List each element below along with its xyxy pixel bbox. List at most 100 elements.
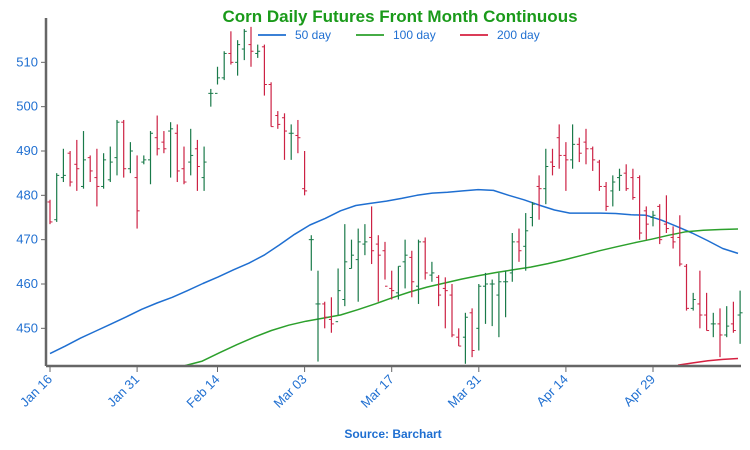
ohlc-bar	[114, 119, 120, 176]
ohlc-bar	[543, 148, 549, 205]
ohlc-bar	[81, 131, 86, 189]
ohlc-bar	[94, 148, 100, 207]
ohlc-bar	[248, 26, 254, 67]
ohlc-bar	[657, 204, 663, 245]
ohlc-bar	[302, 150, 308, 196]
ohlc-bar	[509, 233, 515, 282]
ohlc-bar	[335, 268, 341, 323]
ohlc-bar	[362, 224, 368, 256]
ohlc-bar	[603, 182, 609, 211]
x-tick-label: Mar 03	[270, 372, 309, 411]
ohlc-bar	[349, 239, 354, 269]
ohlc-bar	[684, 264, 689, 311]
ohlc-bar	[456, 328, 462, 347]
ohlc-bar	[677, 215, 683, 267]
ohlc-bar	[623, 164, 629, 191]
ohlc-bar	[436, 275, 442, 307]
axes	[44, 18, 741, 368]
ohlc-bar	[221, 51, 227, 81]
y-tick-label: 450	[16, 320, 38, 335]
y-tick-label: 500	[16, 99, 38, 114]
legend: 50 day 100 day 200 day	[258, 28, 540, 42]
ohlc-bar	[496, 272, 502, 338]
ohlc-bar	[60, 148, 66, 183]
ohlc-bar	[369, 206, 375, 265]
ohlc-bar	[476, 283, 482, 351]
ohlc-bar	[67, 150, 73, 187]
ohlc-bar	[54, 173, 60, 222]
legend-label: 50 day	[295, 28, 331, 42]
ohlc-bar	[328, 297, 334, 333]
ohlc-bar	[550, 148, 555, 176]
ohlc-bar	[590, 146, 596, 171]
ohlc-bar	[148, 131, 153, 185]
ohlc-bar	[536, 175, 542, 220]
ohlc-bar	[610, 175, 616, 207]
ohlc-bar	[194, 139, 200, 191]
y-tick-label: 490	[16, 143, 38, 158]
ohlc-bar	[617, 168, 622, 191]
ohlc-bar	[395, 265, 401, 300]
ohlc-bar	[523, 213, 529, 271]
ohlc-bar	[74, 139, 80, 191]
legend-label: 100 day	[393, 28, 436, 42]
ohlc-bar	[87, 155, 93, 183]
ohlc-bar	[690, 292, 696, 311]
ohlc-bar	[315, 270, 321, 362]
ohlc-bar	[409, 250, 415, 298]
ohlc-bar	[710, 312, 716, 338]
ohlc-bar	[650, 210, 656, 227]
ohlc-bar	[462, 312, 468, 364]
x-tick-label: Mar 17	[358, 372, 397, 411]
ohlc-bar	[556, 124, 562, 169]
legend-label: 200 day	[497, 28, 540, 42]
ohlc-bar	[342, 224, 348, 307]
x-tick-label: Feb 14	[183, 372, 222, 411]
y-tick-label: 460	[16, 276, 38, 291]
ohlc-bar	[663, 195, 669, 234]
ohlc-bar	[101, 153, 107, 189]
x-axis-ticks: Jan 16 Jan 31 Feb 14 Mar 03 Mar 17 Mar 31 Apr …	[17, 366, 658, 411]
ma-line-50-day	[49, 188, 739, 355]
x-tick-label: Mar 31	[445, 372, 484, 411]
ohlc-bar	[483, 272, 488, 324]
ohlc-bar	[308, 235, 314, 271]
ohlc-bar	[704, 292, 710, 332]
ohlc-bar	[215, 66, 220, 94]
ohlc-bar	[697, 270, 703, 329]
ohlc-bar	[670, 226, 676, 249]
ohlc-bar	[429, 261, 435, 282]
ohlc-bar	[737, 290, 743, 344]
ohlc-bar	[449, 283, 455, 338]
x-tick-label: Jan 16	[17, 372, 55, 410]
ohlc-bar	[322, 301, 328, 329]
ohlc-bar	[295, 119, 301, 154]
ohlc-bar	[174, 124, 180, 183]
x-tick-label: Apr 29	[620, 372, 658, 410]
ohlc-bar	[730, 301, 736, 333]
ohlc-bar	[489, 279, 495, 327]
ohlc-bar	[282, 113, 287, 160]
ohlc-bar	[355, 228, 361, 302]
ohlc-bar	[181, 146, 187, 185]
ohlc-bars	[47, 26, 743, 364]
ohlc-bar	[261, 44, 267, 96]
ohlc-bar	[563, 142, 569, 191]
ohlc-bar	[382, 241, 388, 287]
ohlc-bar	[168, 122, 174, 178]
y-tick-label: 470	[16, 232, 38, 247]
chart-source: Source: Barchart	[344, 427, 442, 441]
ohlc-bar	[201, 146, 207, 191]
y-tick-label: 510	[16, 54, 38, 69]
ohlc-bar	[576, 137, 582, 163]
x-tick-label: Apr 14	[533, 372, 571, 410]
ohlc-bar	[161, 131, 167, 154]
y-tick-label: 480	[16, 187, 38, 202]
ohlc-bar	[375, 235, 381, 302]
ohlc-bar	[208, 88, 214, 107]
ohlc-bar	[717, 308, 723, 358]
ohlc-bar	[228, 31, 234, 65]
ohlc-bar	[121, 119, 127, 178]
ohlc-bar	[583, 128, 589, 165]
